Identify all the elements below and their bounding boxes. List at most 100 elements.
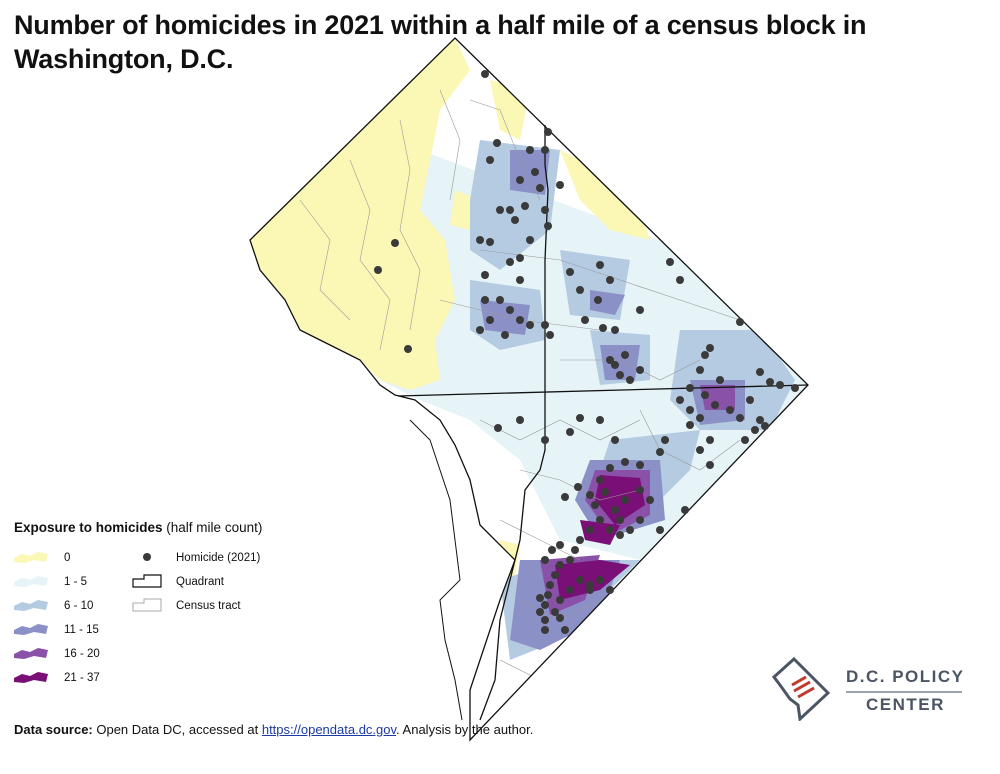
dc-map-logo-icon: [772, 656, 831, 721]
homicide-dot: [561, 493, 569, 501]
homicide-dot: [706, 344, 714, 352]
legend-swatch-3: [14, 622, 50, 639]
homicide-dot: [536, 184, 544, 192]
homicide-dot: [391, 239, 399, 247]
homicide-dot: [481, 271, 489, 279]
legend-symbol-tract: Census tract: [132, 594, 260, 618]
homicide-dot: [711, 401, 719, 409]
homicide-dot: [541, 146, 549, 154]
homicide-dot: [636, 486, 644, 494]
homicide-dot: [636, 366, 644, 374]
homicide-dot: [586, 491, 594, 499]
homicide-dot: [594, 296, 602, 304]
homicide-dot: [551, 571, 559, 579]
homicide-dot: [596, 416, 604, 424]
homicide-dot: [696, 366, 704, 374]
homicide-dot: [516, 416, 524, 424]
homicide-dot: [681, 506, 689, 514]
homicide-dot: [556, 541, 564, 549]
homicide-dot: [746, 396, 754, 404]
legend-swatch-5: [14, 670, 50, 687]
homicide-dot: [596, 516, 604, 524]
homicide-dot: [756, 368, 764, 376]
dc-policy-center-logo: D.C. POLICY CENTER: [772, 655, 972, 725]
homicide-dot: [611, 436, 619, 444]
homicide-dot: [591, 501, 599, 509]
homicide-dot: [544, 128, 552, 136]
homicide-dot: [581, 316, 589, 324]
homicide-dot: [626, 526, 634, 534]
homicide-dot: [696, 414, 704, 422]
homicide-dot: [686, 421, 694, 429]
homicide-dot: [696, 446, 704, 454]
homicide-dot: [531, 168, 539, 176]
homicide-dot: [476, 326, 484, 334]
homicide-dot: [716, 376, 724, 384]
opendata-link[interactable]: https://opendata.dc.gov: [261, 722, 397, 737]
legend-class-0: 0: [14, 546, 100, 570]
homicide-dot: [576, 286, 584, 294]
homicide-dot: [526, 146, 534, 154]
homicide-dot: [404, 345, 412, 353]
legend: Exposure to homicides (half mile count) …: [14, 520, 314, 684]
homicide-dot: [541, 601, 549, 609]
homicide-dot: [701, 351, 709, 359]
homicide-dot: [666, 258, 674, 266]
homicide-dot: [586, 586, 594, 594]
homicide-dot: [586, 526, 594, 534]
homicide-dot: [506, 206, 514, 214]
logo-text-line2: CENTER: [866, 695, 945, 714]
homicide-dot: [766, 378, 774, 386]
homicide-dot: [561, 626, 569, 634]
homicide-dot: [606, 356, 614, 364]
homicide-dot: [481, 296, 489, 304]
homicide-dot: [544, 222, 552, 230]
homicide-dot: [506, 306, 514, 314]
homicide-dot: [626, 376, 634, 384]
homicide-dot: [496, 206, 504, 214]
homicide-dot: [551, 608, 559, 616]
legend-classes: 0 1 - 5 6 - 10 11 - 15 16 - 20 21 - 37: [14, 546, 100, 690]
legend-swatch-4: [14, 646, 50, 663]
river-shoreline: [409, 419, 463, 721]
homicide-dot: [556, 181, 564, 189]
homicide-dot: [541, 556, 549, 564]
census-tract-outline-icon: [132, 598, 162, 615]
homicide-dot: [496, 296, 504, 304]
homicide-dot: [596, 476, 604, 484]
homicide-dot: [544, 591, 552, 599]
homicide-dot: [656, 448, 664, 456]
homicide-dot: [616, 371, 624, 379]
homicide-dot: [521, 202, 529, 210]
homicide-dot: [576, 576, 584, 584]
homicide-dot: [706, 436, 714, 444]
homicide-dot: [486, 156, 494, 164]
homicide-dot: [751, 426, 759, 434]
legend-title: Exposure to homicides (half mile count): [14, 520, 263, 535]
homicide-dot: [576, 414, 584, 422]
homicide-dot: [599, 324, 607, 332]
legend-swatch-2: [14, 598, 50, 615]
homicide-dot: [676, 396, 684, 404]
homicide-dot: [736, 414, 744, 422]
homicide-dot: [574, 483, 582, 491]
homicide-dot: [636, 461, 644, 469]
homicide-dot: [596, 261, 604, 269]
homicide-dot: [486, 238, 494, 246]
homicide-dot: [556, 614, 564, 622]
homicide-dot: [726, 406, 734, 414]
homicide-dot: [701, 391, 709, 399]
homicide-dot: [611, 326, 619, 334]
legend-swatch-0: [14, 550, 50, 567]
homicide-dot: [536, 594, 544, 602]
legend-class-2: 6 - 10: [14, 594, 100, 618]
homicide-dots: [374, 70, 799, 634]
homicide-dot: [741, 436, 749, 444]
homicide-dot: [541, 206, 549, 214]
dot-icon: [132, 550, 162, 567]
homicide-dot: [541, 616, 549, 624]
homicide-dot: [621, 496, 629, 504]
homicide-dot: [791, 384, 799, 392]
homicide-dot: [606, 526, 614, 534]
homicide-dot: [541, 626, 549, 634]
